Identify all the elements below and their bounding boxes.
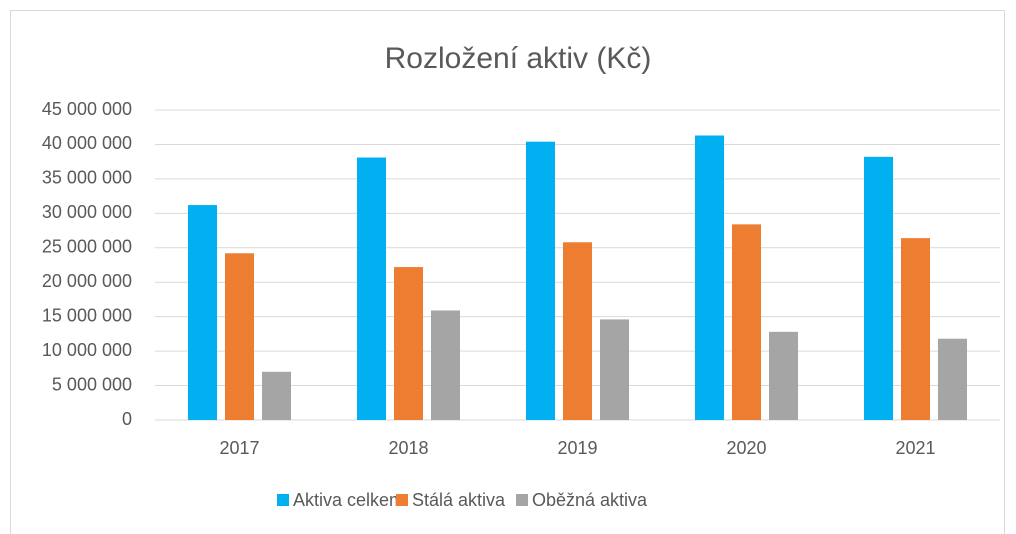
x-tick-label: 2021 bbox=[895, 438, 935, 458]
bar bbox=[600, 319, 629, 420]
bar bbox=[864, 156, 893, 420]
bar bbox=[938, 338, 967, 420]
y-tick-label: 35 000 000 bbox=[42, 168, 132, 188]
bar bbox=[769, 331, 798, 420]
y-tick-label: 15 000 000 bbox=[42, 305, 132, 325]
y-tick-label: 45 000 000 bbox=[42, 99, 132, 119]
x-tick-label: 2020 bbox=[726, 438, 766, 458]
bar bbox=[188, 205, 217, 420]
legend-swatch bbox=[396, 494, 408, 506]
legend-label: Aktiva celkem bbox=[293, 490, 404, 510]
bar bbox=[225, 253, 254, 420]
bar bbox=[563, 242, 592, 420]
chart-border bbox=[10, 10, 1005, 534]
legend-label: Oběžná aktiva bbox=[532, 490, 648, 510]
x-tick-label: 2017 bbox=[219, 438, 259, 458]
legend-label: Stálá aktiva bbox=[412, 490, 506, 510]
x-tick-label: 2019 bbox=[557, 438, 597, 458]
y-tick-label: 25 000 000 bbox=[42, 237, 132, 257]
y-tick-label: 30 000 000 bbox=[42, 202, 132, 222]
bar bbox=[262, 371, 291, 420]
chart-title: Rozložení aktiv (Kč) bbox=[385, 42, 652, 75]
y-tick-label: 5 000 000 bbox=[52, 374, 132, 394]
bar bbox=[732, 224, 761, 420]
legend-swatch bbox=[277, 494, 289, 506]
x-tick-label: 2018 bbox=[388, 438, 428, 458]
legend-swatch bbox=[516, 494, 528, 506]
bar bbox=[357, 157, 386, 421]
y-tick-label: 0 bbox=[122, 409, 132, 429]
y-tick-label: 20 000 000 bbox=[42, 271, 132, 291]
y-tick-label: 10 000 000 bbox=[42, 340, 132, 360]
bar bbox=[526, 141, 555, 420]
bar bbox=[901, 238, 930, 420]
bar bbox=[431, 310, 460, 420]
bar bbox=[394, 267, 423, 420]
bar bbox=[695, 135, 724, 420]
y-tick-label: 40 000 000 bbox=[42, 133, 132, 153]
